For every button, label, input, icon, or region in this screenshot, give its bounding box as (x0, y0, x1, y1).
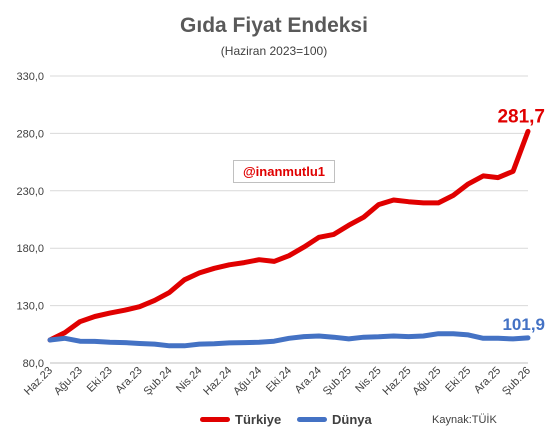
x-tick-label: Nis.24 (174, 365, 205, 396)
x-tick-label: Ağu.25 (410, 365, 443, 398)
legend-item-turkiye: Türkiye (200, 412, 281, 427)
legend-swatch-turkiye (200, 417, 230, 422)
x-tick-label: Eki.23 (85, 365, 115, 395)
y-tick-label: 230,0 (16, 186, 44, 198)
y-tick-label: 330,0 (16, 71, 44, 83)
end-value-label-dunya: 101,9 (502, 315, 545, 334)
legend-label-dunya: Dünya (332, 412, 372, 427)
x-tick-label: Ara.24 (293, 365, 324, 396)
y-tick-label: 80,0 (23, 358, 44, 370)
y-tick-label: 180,0 (16, 243, 44, 255)
x-tick-label: Ağu.23 (52, 365, 85, 398)
x-tick-label: Ara.23 (113, 365, 144, 396)
x-tick-label: Şub.24 (141, 365, 174, 398)
legend-swatch-dunya (297, 417, 327, 422)
x-tick-label: Haz.25 (380, 365, 413, 398)
x-tick-label: Haz.24 (201, 365, 234, 398)
x-tick-label: Şub.25 (321, 365, 354, 398)
series-line-turkiye (47, 128, 531, 343)
x-tick-label: Nis.25 (353, 365, 384, 396)
series-line-dunya (47, 331, 531, 349)
legend: Türkiye Dünya (0, 412, 548, 432)
x-tick-label: Eki.24 (264, 365, 294, 395)
x-tick-label: Ara.25 (472, 365, 503, 396)
source-note: Kaynak:TÜİK (432, 414, 497, 426)
y-tick-label: 280,0 (16, 128, 44, 140)
x-tick-label: Şub.26 (500, 365, 533, 398)
chart-subtitle: (Haziran 2023=100) (220, 44, 328, 58)
end-value-label-turkiye: 281,7 (497, 106, 545, 127)
watermark-handle: @inanmutlu1 (233, 160, 336, 183)
legend-item-dunya: Dünya (297, 412, 372, 427)
legend-label-turkiye: Türkiye (235, 412, 282, 427)
x-tick-label: Ağu.24 (231, 365, 264, 398)
x-tick-label: Eki.25 (443, 365, 473, 395)
chart-title: Gıda Fiyat Endeksi (180, 14, 368, 37)
y-tick-label: 130,0 (16, 301, 44, 313)
